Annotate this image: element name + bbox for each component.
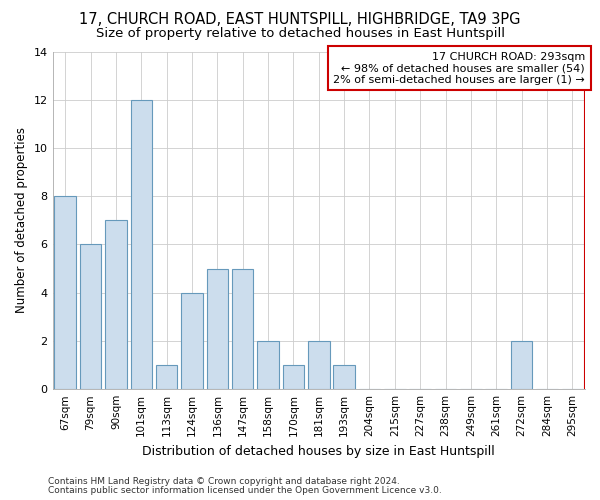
Text: Contains public sector information licensed under the Open Government Licence v3: Contains public sector information licen… (48, 486, 442, 495)
Bar (80, 244, 101, 389)
Y-axis label: Number of detached properties: Number of detached properties (15, 128, 28, 314)
Bar (232, 268, 253, 389)
X-axis label: Distribution of detached houses by size in East Huntspill: Distribution of detached houses by size … (142, 444, 495, 458)
Bar (257, 341, 279, 389)
Bar (511, 341, 532, 389)
Bar (181, 292, 203, 389)
Text: 17, CHURCH ROAD, EAST HUNTSPILL, HIGHBRIDGE, TA9 3PG: 17, CHURCH ROAD, EAST HUNTSPILL, HIGHBRI… (79, 12, 521, 28)
Bar (105, 220, 127, 389)
Bar (206, 268, 228, 389)
Bar (131, 100, 152, 389)
Bar (308, 341, 329, 389)
Bar (156, 365, 178, 389)
Bar (55, 196, 76, 389)
Text: Size of property relative to detached houses in East Huntspill: Size of property relative to detached ho… (95, 28, 505, 40)
Bar (334, 365, 355, 389)
Bar (283, 365, 304, 389)
Text: Contains HM Land Registry data © Crown copyright and database right 2024.: Contains HM Land Registry data © Crown c… (48, 477, 400, 486)
Text: 17 CHURCH ROAD: 293sqm
← 98% of detached houses are smaller (54)
2% of semi-deta: 17 CHURCH ROAD: 293sqm ← 98% of detached… (333, 52, 585, 84)
